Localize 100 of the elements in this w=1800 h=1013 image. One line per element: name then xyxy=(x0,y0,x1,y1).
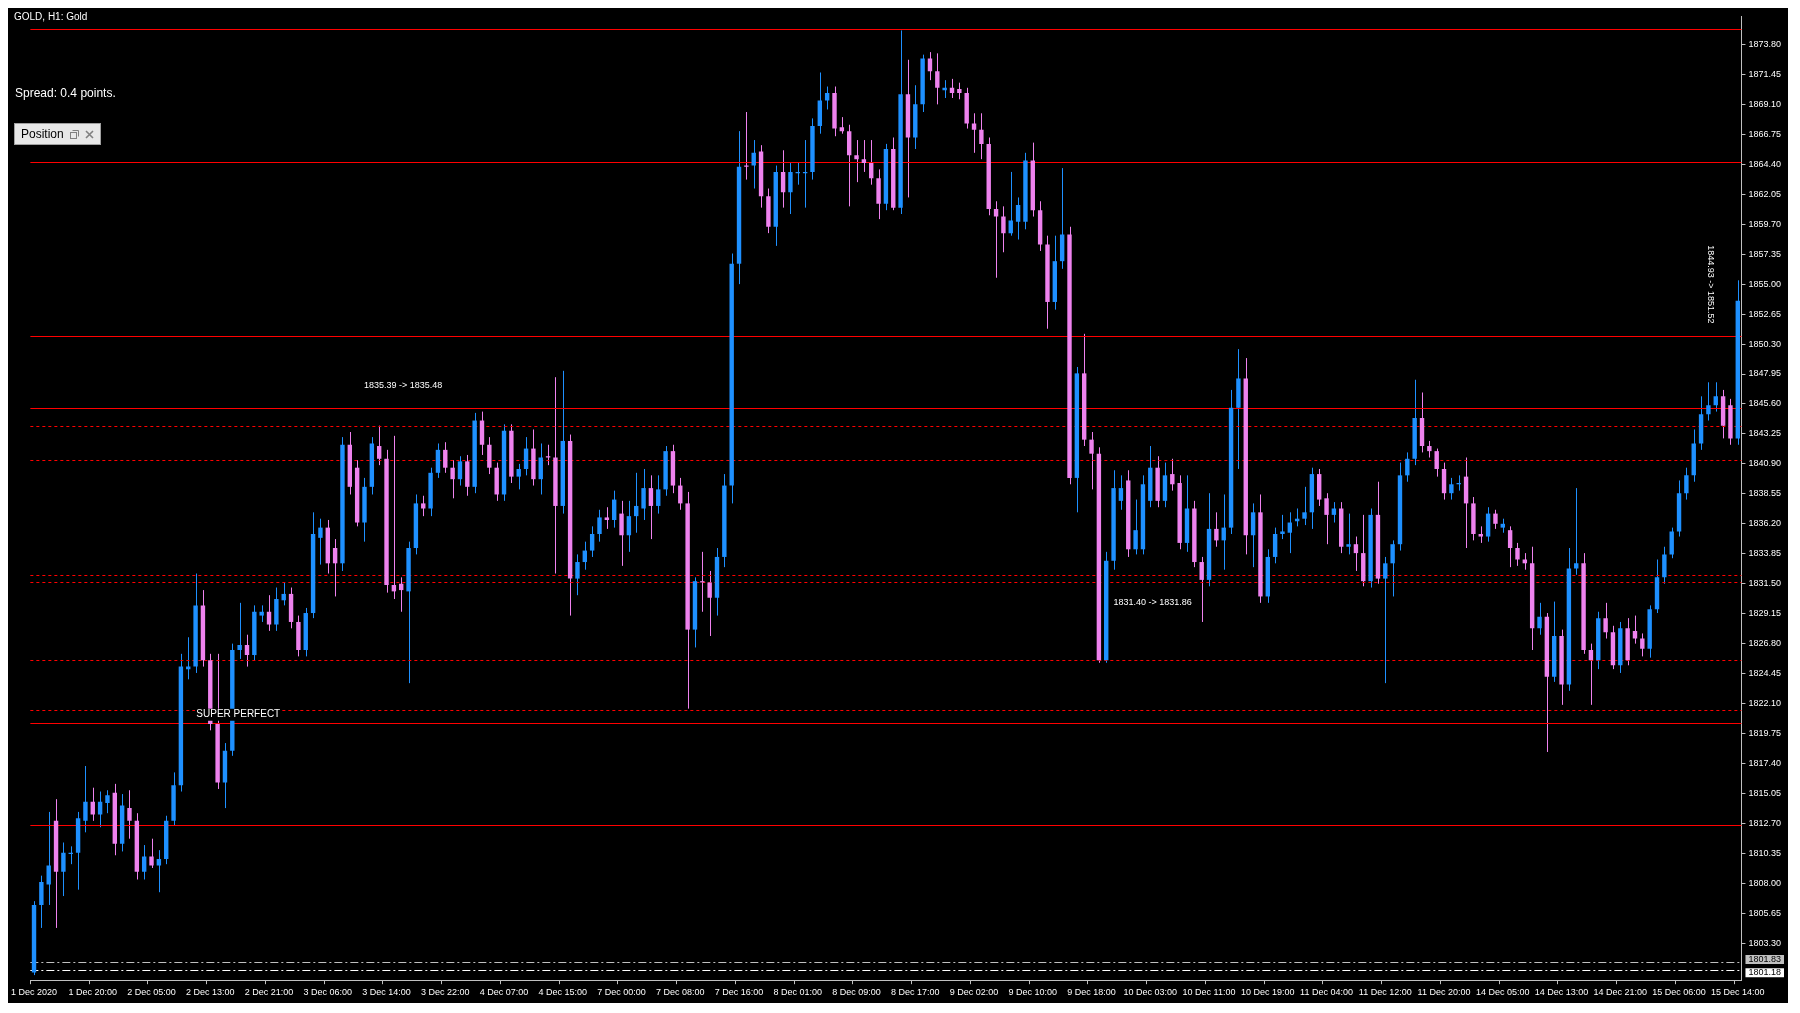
candlestick xyxy=(1574,487,1579,576)
candlestick xyxy=(589,525,595,558)
candlestick xyxy=(1669,527,1674,559)
candlestick xyxy=(751,139,756,190)
candlestick xyxy=(1662,546,1667,585)
y-tick-label: 1845.60 xyxy=(1748,398,1782,409)
y-tick-label: 1831.50 xyxy=(1748,578,1782,589)
ref-line-label: SUPER PERFECT xyxy=(196,708,281,720)
x-tick-label: 7 Dec 16:00 xyxy=(714,987,764,998)
position-panel: Position xyxy=(14,123,101,145)
candlestick xyxy=(1353,536,1359,572)
candlestick xyxy=(1507,525,1513,568)
candlestick xyxy=(597,509,602,543)
candlestick xyxy=(1684,467,1689,501)
x-tick-label: 1 Dec 20:00 xyxy=(68,987,118,998)
y-tick-label: 1859.70 xyxy=(1748,218,1782,229)
x-tick-label: 11 Dec 04:00 xyxy=(1300,987,1353,998)
y-tick-label: 1829.15 xyxy=(1748,608,1782,619)
candlestick xyxy=(707,570,712,637)
x-tick-label: 8 Dec 01:00 xyxy=(773,987,823,998)
candlestick xyxy=(604,506,610,530)
candlestick xyxy=(619,500,624,567)
x-tick-label: 14 Dec 05:00 xyxy=(1476,987,1530,998)
y-tick-label: 1840.90 xyxy=(1748,458,1782,469)
candlestick xyxy=(1199,556,1204,623)
x-tick-label: 3 Dec 14:00 xyxy=(362,987,411,998)
y-tick-label: 1866.75 xyxy=(1748,128,1782,139)
candlestick xyxy=(487,436,492,475)
candlestick xyxy=(1250,502,1256,568)
y-tick-label: 1826.80 xyxy=(1748,638,1782,649)
x-tick-label: 7 Dec 08:00 xyxy=(656,987,705,998)
candlestick xyxy=(1324,492,1329,545)
x-tick-label: 2 Dec 13:00 xyxy=(186,987,235,998)
y-tick-label: 1873.80 xyxy=(1748,38,1782,49)
candlestick xyxy=(575,553,580,596)
y-tick-label: 1857.35 xyxy=(1748,248,1782,259)
candlestick xyxy=(1603,602,1608,640)
candlestick xyxy=(149,838,154,869)
annotation: 1831.40 -> 1831.86 xyxy=(1113,597,1192,608)
candlestick xyxy=(545,444,551,466)
candlestick xyxy=(318,518,323,566)
x-tick-label: 11 Dec 20:00 xyxy=(1417,987,1471,998)
candlestick xyxy=(854,139,859,183)
candlestick xyxy=(1706,381,1711,422)
candlestick xyxy=(61,842,66,897)
y-tick-label: 1843.25 xyxy=(1748,428,1782,439)
candlestick xyxy=(450,459,455,499)
x-tick-label: 10 Dec 19:00 xyxy=(1241,987,1295,998)
y-tick-label: 1822.10 xyxy=(1748,698,1782,709)
candlestick xyxy=(83,765,88,833)
y-tick-label: 1864.40 xyxy=(1748,158,1782,169)
candlestick xyxy=(641,468,646,521)
y-tick-label: 1852.65 xyxy=(1748,308,1782,319)
x-tick-label: 15 Dec 14:00 xyxy=(1711,987,1765,998)
candlestick xyxy=(376,425,382,466)
candlestick xyxy=(927,51,933,81)
candlestick xyxy=(1008,171,1013,237)
y-tick-label: 1805.65 xyxy=(1748,907,1782,918)
y-tick-label: 1808.00 xyxy=(1748,877,1782,888)
candlestick xyxy=(127,789,132,840)
ref-line-label: 1801.83 xyxy=(1748,953,1782,964)
candlestick xyxy=(1390,539,1395,597)
candlestick xyxy=(457,455,463,487)
candlestick xyxy=(788,162,793,215)
candlestick xyxy=(1493,509,1498,530)
x-tick-label: 4 Dec 07:00 xyxy=(479,987,529,998)
candlestick xyxy=(443,441,448,474)
candlestick xyxy=(1331,501,1337,524)
y-tick-label: 1817.40 xyxy=(1748,757,1782,768)
x-tick-label: 15 Dec 06:00 xyxy=(1652,987,1706,998)
candlestick xyxy=(141,844,147,880)
y-tick-label: 1871.45 xyxy=(1748,68,1782,79)
candlestick xyxy=(237,602,242,660)
candlestick xyxy=(648,474,654,540)
candlestick xyxy=(1383,556,1388,684)
candlestick xyxy=(516,463,521,490)
annotation: Position xyxy=(21,127,64,141)
candlestick xyxy=(935,52,940,105)
x-tick-label: 8 Dec 17:00 xyxy=(891,987,940,998)
x-tick-label: 1 Dec 2020 xyxy=(11,987,58,998)
candlestick xyxy=(39,875,44,929)
candlestick xyxy=(1118,474,1124,511)
y-tick-label: 1836.20 xyxy=(1748,518,1782,529)
y-tick-label: 1855.00 xyxy=(1748,278,1782,289)
candlestick xyxy=(1515,542,1520,567)
y-tick-label: 1838.55 xyxy=(1748,488,1782,499)
x-tick-label: 10 Dec 03:00 xyxy=(1123,987,1178,998)
candlestick xyxy=(1713,381,1718,413)
candlestick xyxy=(1485,506,1491,543)
x-tick-label: 2 Dec 21:00 xyxy=(244,987,294,998)
y-tick-label: 1812.70 xyxy=(1748,817,1782,828)
y-tick-label: 1833.85 xyxy=(1748,548,1782,559)
candlestick xyxy=(332,538,338,597)
x-tick-label: 7 Dec 00:00 xyxy=(597,987,646,998)
candlestick xyxy=(1272,527,1278,564)
candlestick xyxy=(656,474,661,515)
candlestick xyxy=(105,789,110,814)
candlestick xyxy=(1346,513,1351,555)
candlestick xyxy=(824,86,830,110)
candlestick xyxy=(861,139,867,173)
